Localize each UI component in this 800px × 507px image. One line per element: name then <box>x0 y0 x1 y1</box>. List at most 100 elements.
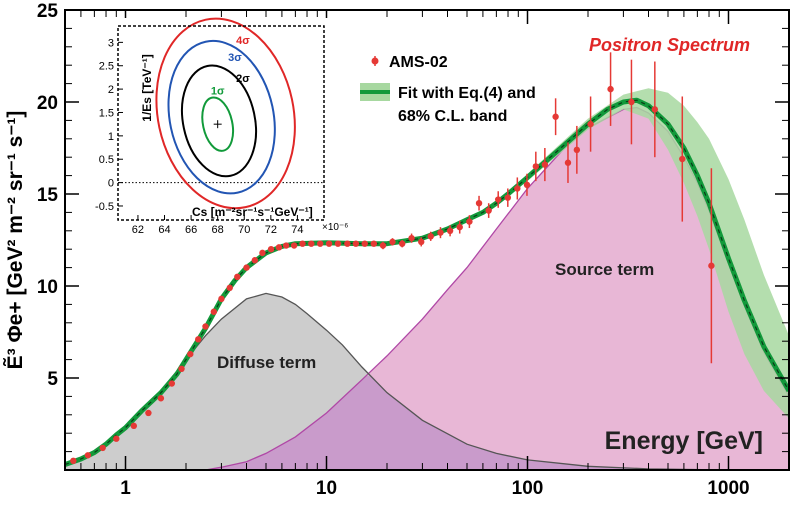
data-point <box>514 185 521 192</box>
data-point <box>157 395 165 402</box>
inset-y-tick-label: -0.5 <box>95 201 114 213</box>
inset-y-tick-label: 3 <box>108 37 114 49</box>
inset-contour-label: 1σ <box>211 86 225 98</box>
fit-confidence-band <box>527 88 789 419</box>
data-point <box>226 284 233 292</box>
data-point <box>290 242 298 249</box>
source-term-area <box>205 107 789 470</box>
data-point <box>587 120 594 128</box>
data-point <box>187 350 194 358</box>
data-point <box>316 240 324 247</box>
data-point <box>504 194 512 201</box>
legend-item-data: AMS-02 <box>371 54 448 71</box>
plot-frame <box>64 9 790 471</box>
y-tick-label: 25 <box>37 1 59 22</box>
data-point <box>708 262 715 269</box>
y-tick-label: 20 <box>37 93 58 114</box>
source-term-label: Source term <box>555 260 654 279</box>
data-point <box>552 113 559 120</box>
inset-y-tick-label: 0 <box>108 178 114 190</box>
inset-x-tick-label: 66 <box>185 224 197 236</box>
inset-contour <box>155 17 296 210</box>
inset-contour <box>181 64 257 178</box>
legend-data-label: AMS-02 <box>389 54 448 71</box>
inset-contour <box>167 39 276 195</box>
data-point <box>370 240 378 247</box>
data-point <box>251 257 259 264</box>
x-tick-label: 1 <box>120 478 131 499</box>
inset-x-multiplier: ×10⁻⁶ <box>322 222 348 233</box>
inset-background <box>110 18 342 233</box>
data-point <box>523 181 531 188</box>
data-point <box>361 240 368 247</box>
data-point <box>466 218 473 225</box>
plot-layer <box>65 52 789 470</box>
inset-x-tick-label: 62 <box>132 224 144 236</box>
data-point <box>334 240 342 247</box>
data-point <box>234 273 241 280</box>
inset-x-tick-label: 70 <box>238 224 250 236</box>
inset-y-tick-label: 0.5 <box>99 154 114 166</box>
data-point <box>379 242 387 249</box>
data-point <box>195 336 202 343</box>
data-point <box>218 295 225 303</box>
overlap-area <box>205 375 729 470</box>
data-point <box>130 422 138 430</box>
inset-x-label: Cs [m⁻²sr⁻¹s⁻¹GeV⁻¹] <box>192 205 313 219</box>
data-point <box>679 155 686 163</box>
inset-x-tick-label: 68 <box>212 224 224 236</box>
data-point <box>325 240 333 247</box>
diffuse-term-area <box>65 293 789 470</box>
data-point <box>495 196 502 203</box>
inset-y-label: 1/Es [TeV⁻¹] <box>140 54 154 121</box>
data-point <box>344 240 351 247</box>
data-point <box>202 323 209 330</box>
data-point <box>408 234 415 242</box>
data-point <box>532 163 540 170</box>
diffuse-term-label: Diffuse term <box>217 353 316 372</box>
legend-data-marker <box>371 57 379 65</box>
data-point <box>299 240 306 247</box>
chart-title: Positron Spectrum <box>589 35 750 55</box>
inset-x-tick-label: 72 <box>265 224 277 236</box>
data-point <box>308 240 315 247</box>
y-tick-label: 10 <box>37 277 58 298</box>
data-point <box>389 238 396 246</box>
data-point <box>437 229 444 236</box>
inset-contour-label: 2σ <box>236 73 250 85</box>
inset-contour-label: 3σ <box>228 52 242 64</box>
data-point <box>564 159 572 166</box>
data-point <box>145 409 152 417</box>
data-point <box>607 85 614 93</box>
x-axis-label: Energy [GeV] <box>605 427 763 455</box>
data-point <box>427 233 434 240</box>
data-point <box>456 223 463 231</box>
data-point <box>485 207 492 214</box>
data-point <box>99 444 106 452</box>
data-point <box>446 227 454 234</box>
inset-x-tick-label: 74 <box>291 224 303 236</box>
data-point <box>398 240 406 247</box>
data-point <box>168 380 176 387</box>
inset-y-tick-label: 2 <box>108 84 114 96</box>
inset-x-tick-label: 64 <box>158 224 170 236</box>
y-axis-label: Ẽ³ Φe+ [GeV² m⁻² sr⁻¹ s⁻¹] <box>4 111 27 370</box>
legend: AMS-02 Fit with Eq.(4) and 68% C.L. band <box>360 54 536 125</box>
inset-y-tick-label: 1 <box>108 131 114 143</box>
y-tick-label: 15 <box>37 185 59 206</box>
data-point <box>475 200 483 207</box>
annotations: Source term Diffuse term <box>217 260 654 372</box>
fit-line <box>65 97 789 467</box>
y-tick-label: 5 <box>47 369 58 390</box>
data-point <box>275 244 283 251</box>
x-tick-label: 100 <box>512 478 544 499</box>
data-point <box>70 457 77 464</box>
inset-contour <box>201 96 235 152</box>
data-point <box>541 161 549 168</box>
data-point <box>178 365 185 372</box>
data-point <box>259 249 266 257</box>
data-point <box>352 240 360 247</box>
data-point <box>418 238 425 246</box>
